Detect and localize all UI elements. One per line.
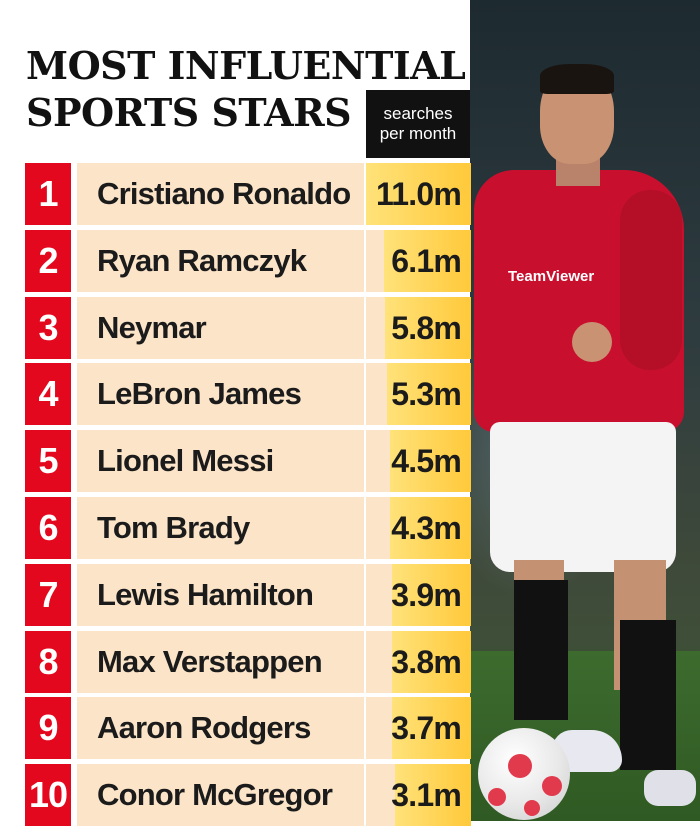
value-bar [387, 363, 471, 426]
value-label: 3.8m [391, 643, 462, 680]
table-row: 6 Tom Brady 4.3m [25, 497, 471, 559]
title-line-2: SPORTS STARS [26, 90, 352, 135]
table-row: 4 LeBron James 5.3m [25, 363, 471, 426]
value-cell: 3.8m [366, 630, 471, 693]
value-bar [385, 296, 471, 359]
table-row: 1 Cristiano Ronaldo 11.0m [25, 163, 471, 225]
value-cell: 3.9m [366, 563, 471, 626]
player-sock-right [620, 620, 676, 770]
rank-label: 4 [25, 363, 71, 426]
rank-label: 2 [25, 229, 71, 292]
value-bar [366, 163, 471, 225]
table-row: 7 Lewis Hamilton 3.9m [25, 563, 471, 626]
athlete-name: Neymar [77, 296, 364, 359]
rank-label: 6 [25, 497, 71, 559]
value-cell: 4.3m [366, 497, 471, 559]
value-cell: 6.1m [366, 229, 471, 292]
football [478, 728, 570, 820]
athlete-name: Lewis Hamilton [77, 563, 364, 626]
rank-label: 9 [25, 697, 71, 760]
athlete-name: Ryan Ramczyk [77, 229, 364, 292]
shirt-sponsor-text: TeamViewer [508, 268, 595, 285]
value-bar [390, 430, 471, 493]
value-cell: 3.7m [366, 697, 471, 760]
rank-label: 5 [25, 430, 71, 493]
value-bar [384, 229, 471, 292]
value-bar [390, 497, 471, 559]
player-fist [572, 322, 612, 362]
value-label: 5.8m [391, 309, 462, 346]
table-row: 9 Aaron Rodgers 3.7m [25, 697, 471, 760]
rank-label: 8 [25, 630, 71, 693]
title-line-1: MOST INFLUENTIAL [26, 43, 466, 88]
value-label: 4.5m [391, 443, 462, 480]
athlete-name: Max Verstappen [77, 630, 364, 693]
player-sock-left [514, 580, 568, 720]
value-bar [392, 697, 471, 760]
table-row: 3 Neymar 5.8m [25, 296, 471, 359]
player-shorts [490, 422, 676, 572]
rank-label: 3 [25, 296, 71, 359]
rank-label: 7 [25, 563, 71, 626]
athlete-name: Conor McGregor [77, 764, 364, 826]
value-label: 5.3m [391, 376, 462, 413]
athlete-name: Cristiano Ronaldo [77, 163, 364, 225]
value-label: 4.3m [391, 510, 462, 546]
athlete-name: Lionel Messi [77, 430, 364, 493]
value-label: 3.1m [391, 777, 462, 814]
athlete-name: Aaron Rodgers [77, 697, 364, 760]
value-label: 3.7m [391, 710, 462, 747]
table-row: 8 Max Verstappen 3.8m [25, 630, 471, 693]
value-cell: 11.0m [366, 163, 471, 225]
athlete-name: LeBron James [77, 363, 364, 426]
value-bar [392, 630, 471, 693]
chart-title: MOST INFLUENTIAL SPORTS STARS [26, 42, 486, 136]
column-header-line-2: per month [379, 124, 457, 143]
player-arm [620, 190, 682, 370]
value-label: 6.1m [391, 242, 462, 279]
value-cell: 5.8m [366, 296, 471, 359]
value-cell: 4.5m [366, 430, 471, 493]
rank-label: 10 [25, 764, 71, 826]
player-hair [540, 64, 614, 94]
table-row: 5 Lionel Messi 4.5m [25, 430, 471, 493]
table-row: 2 Ryan Ramczyk 6.1m [25, 229, 471, 292]
column-header-searches: searches per month [366, 90, 470, 158]
athlete-name: Tom Brady [77, 497, 364, 559]
value-label: 11.0m [376, 176, 462, 212]
value-bar [392, 563, 471, 626]
value-cell: 3.1m [366, 764, 471, 826]
rank-label: 1 [25, 163, 71, 225]
value-label: 3.9m [391, 576, 462, 613]
value-cell: 5.3m [366, 363, 471, 426]
column-header-line-1: searches [383, 104, 453, 123]
value-bar [395, 764, 471, 826]
table-row: 10 Conor McGregor 3.1m [25, 764, 471, 826]
player-boot-right [644, 770, 696, 806]
